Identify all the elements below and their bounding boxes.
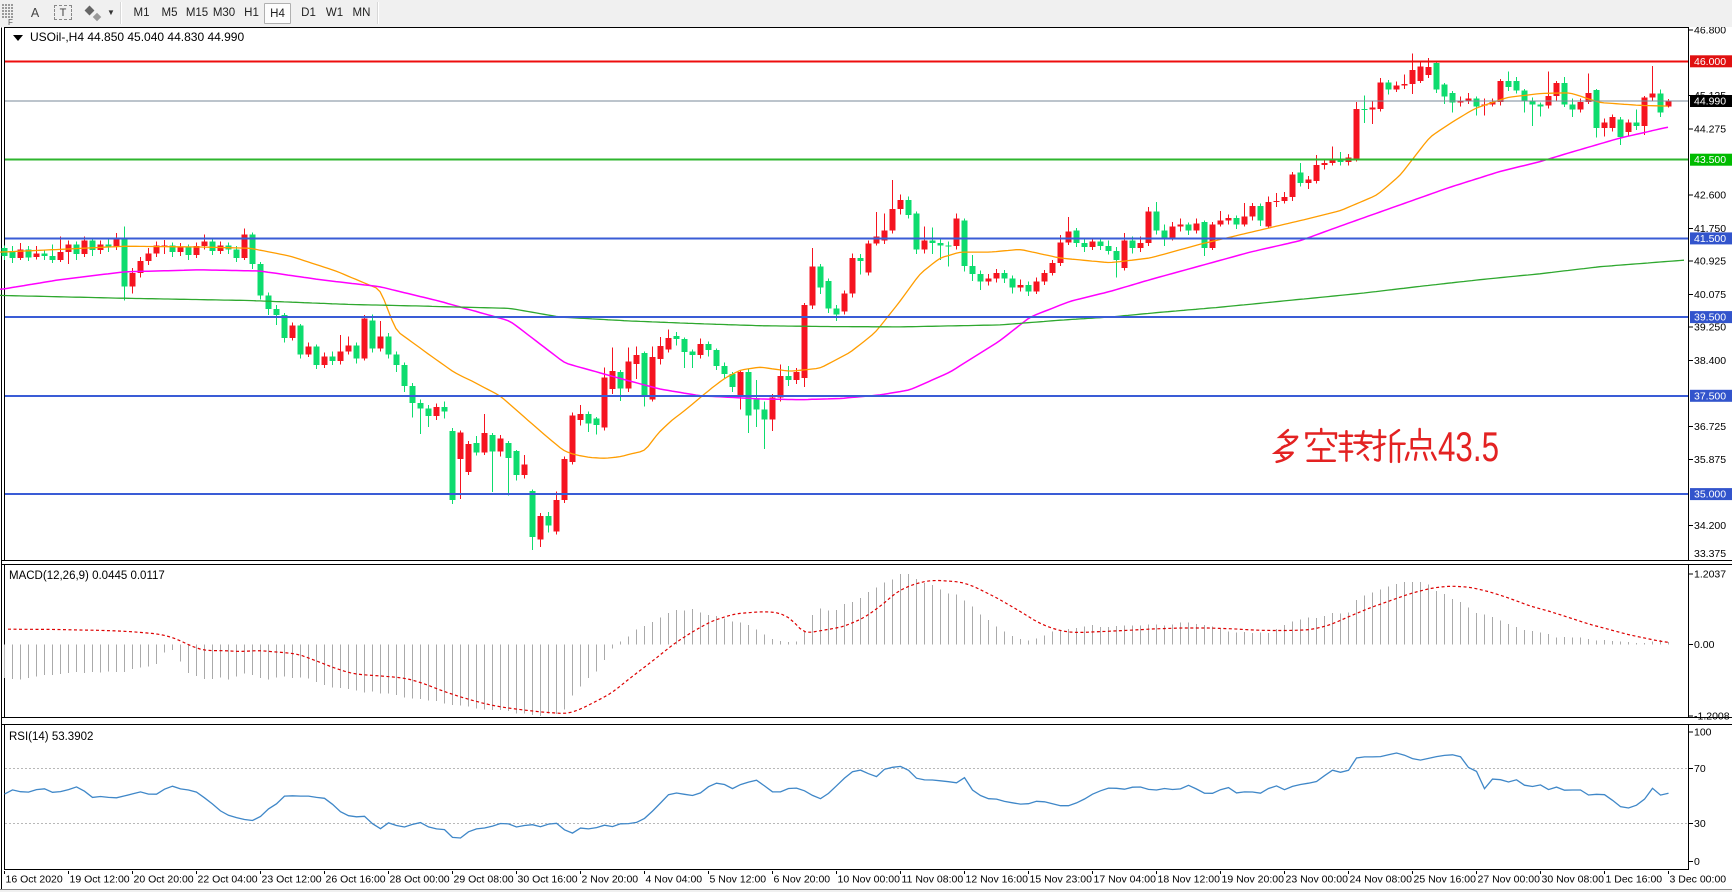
svg-text:70: 70: [1694, 763, 1706, 775]
svg-text:1 Dec 16:00: 1 Dec 16:00: [1606, 874, 1663, 886]
svg-text:41.500: 41.500: [1694, 233, 1726, 245]
svg-text:30 Nov 08:00: 30 Nov 08:00: [1542, 874, 1605, 886]
svg-text:USOil-,H4 44.850 45.040 44.83: USOil-,H4 44.850 45.040 44.830 44.990: [30, 30, 244, 44]
svg-text:5 Nov 12:00: 5 Nov 12:00: [710, 874, 767, 886]
svg-text:23 Oct 12:00: 23 Oct 12:00: [262, 874, 322, 886]
svg-text:30 Oct 16:00: 30 Oct 16:00: [518, 874, 578, 886]
svg-text:15 Nov 23:00: 15 Nov 23:00: [1030, 874, 1093, 886]
svg-text:33.375: 33.375: [1694, 548, 1726, 560]
svg-text:10 Nov 00:00: 10 Nov 00:00: [838, 874, 901, 886]
svg-text:44.275: 44.275: [1694, 124, 1726, 136]
svg-text:39.500: 39.500: [1694, 312, 1726, 324]
svg-text:35.000: 35.000: [1694, 489, 1726, 501]
svg-text:2 Nov 20:00: 2 Nov 20:00: [582, 874, 639, 886]
svg-text:20 Oct 20:00: 20 Oct 20:00: [134, 874, 194, 886]
svg-text:0.00: 0.00: [1694, 639, 1715, 651]
svg-text:37.500: 37.500: [1694, 390, 1726, 402]
svg-text:41.750: 41.750: [1694, 223, 1726, 235]
svg-text:12 Nov 16:00: 12 Nov 16:00: [966, 874, 1029, 886]
svg-text:3 Dec 00:00: 3 Dec 00:00: [1670, 874, 1727, 886]
svg-text:4 Nov 04:00: 4 Nov 04:00: [646, 874, 703, 886]
svg-text:19 Nov 20:00: 19 Nov 20:00: [1222, 874, 1285, 886]
svg-text:44.990: 44.990: [1694, 96, 1726, 108]
svg-text:22 Oct 04:00: 22 Oct 04:00: [198, 874, 258, 886]
svg-text:40.925: 40.925: [1694, 256, 1726, 268]
svg-text:43.5: 43.5: [1438, 423, 1499, 470]
svg-text:42.600: 42.600: [1694, 190, 1726, 202]
svg-text:11 Nov 08:00: 11 Nov 08:00: [902, 874, 964, 886]
svg-text:39.250: 39.250: [1694, 321, 1726, 333]
svg-text:1.2037: 1.2037: [1694, 569, 1726, 581]
svg-text:6 Nov 20:00: 6 Nov 20:00: [774, 874, 831, 886]
svg-text:16 Oct 2020: 16 Oct 2020: [6, 874, 63, 886]
svg-text:0: 0: [1694, 856, 1700, 868]
svg-text:26 Oct 16:00: 26 Oct 16:00: [326, 874, 386, 886]
svg-text:24 Nov 08:00: 24 Nov 08:00: [1350, 874, 1413, 886]
svg-text:40.075: 40.075: [1694, 289, 1726, 301]
svg-text:34.200: 34.200: [1694, 520, 1726, 532]
svg-text:46.000: 46.000: [1694, 56, 1726, 68]
svg-text:19 Oct 12:00: 19 Oct 12:00: [70, 874, 130, 886]
svg-text:RSI(14) 53.3902: RSI(14) 53.3902: [9, 731, 93, 743]
svg-text:100: 100: [1694, 727, 1712, 739]
svg-text:46.800: 46.800: [1694, 24, 1726, 36]
svg-text:25 Nov 16:00: 25 Nov 16:00: [1414, 874, 1477, 886]
svg-text:-1.2008: -1.2008: [1694, 711, 1730, 723]
svg-text:35.875: 35.875: [1694, 454, 1726, 466]
svg-text:18 Nov 12:00: 18 Nov 12:00: [1158, 874, 1221, 886]
svg-text:43.500: 43.500: [1694, 154, 1726, 166]
svg-text:23 Nov 00:00: 23 Nov 00:00: [1286, 874, 1349, 886]
svg-text:30: 30: [1694, 818, 1706, 830]
svg-text:36.725: 36.725: [1694, 421, 1726, 433]
svg-text:38.400: 38.400: [1694, 355, 1726, 367]
svg-text:28 Oct 00:00: 28 Oct 00:00: [390, 874, 450, 886]
svg-text:27 Nov 00:00: 27 Nov 00:00: [1478, 874, 1541, 886]
svg-text:MACD(12,26,9) 0.0445 0.0117: MACD(12,26,9) 0.0445 0.0117: [9, 570, 165, 582]
svg-text:29 Oct 08:00: 29 Oct 08:00: [454, 874, 514, 886]
svg-text:F: F: [8, 18, 13, 27]
svg-text:17 Nov 04:00: 17 Nov 04:00: [1094, 874, 1157, 886]
